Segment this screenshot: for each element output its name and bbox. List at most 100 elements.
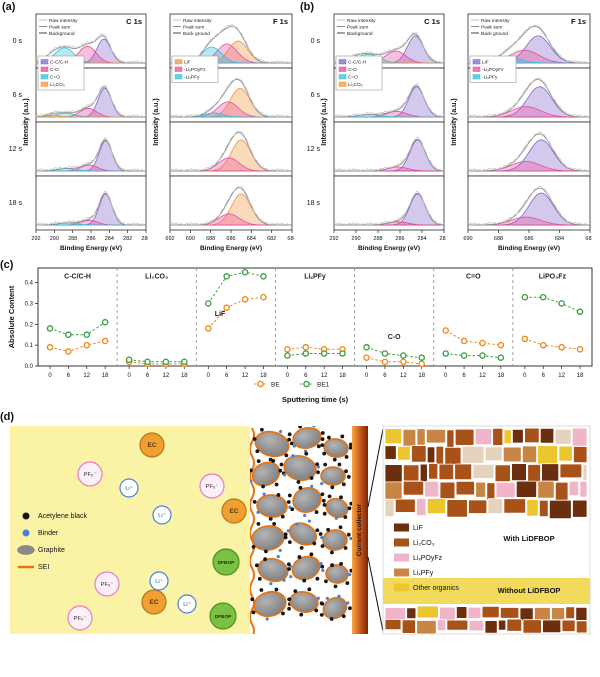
sputter-time-label: 0 s — [13, 38, 23, 45]
legend-label: Graphite — [38, 547, 65, 554]
acetylene-dot — [345, 581, 350, 585]
binder-dot — [289, 575, 293, 579]
region-label: LiₓPFy — [304, 273, 326, 280]
raw-intensity-curve — [333, 83, 445, 118]
x-axis-label: Binding Energy (eV) — [200, 245, 262, 252]
binder-dot — [316, 596, 320, 600]
mosaic-with-tile — [394, 498, 416, 513]
data-point-BE — [241, 295, 249, 303]
sputter-time-label: 18 s — [9, 200, 23, 207]
x-tick-label: 284 — [105, 236, 114, 242]
dfbop-species-circle — [212, 548, 240, 576]
mosaic-without-tile — [436, 619, 447, 632]
mosaic-with-tile — [454, 463, 473, 481]
peak-sum-curve — [468, 133, 590, 172]
sputter-time-label: 6 s — [13, 92, 23, 99]
mosaic-without-tile — [519, 607, 534, 622]
graphite-particle — [292, 486, 322, 514]
acetylene-dot — [339, 561, 343, 566]
mosaic-with-tile — [419, 463, 428, 483]
series-line-BE — [49, 340, 106, 352]
acetylene-dot — [327, 435, 331, 440]
graphite-particle — [292, 426, 322, 450]
binder-dot — [334, 516, 338, 520]
acetylene-dot — [343, 546, 348, 550]
x-tick-label: 286 — [395, 236, 404, 242]
peak-sum-curve — [35, 86, 146, 118]
component-swatch — [40, 81, 49, 87]
sei-legend-swatch-lipofz — [394, 553, 409, 562]
data-point-BE1 — [125, 356, 133, 364]
component-swatch — [472, 74, 481, 80]
data-point-BE — [400, 358, 407, 366]
x-tick-label: 688 — [494, 236, 503, 242]
graphite-particle — [291, 555, 321, 581]
pf6-species-circle — [67, 605, 93, 631]
acetylene-dot — [296, 480, 301, 484]
binder-dot — [279, 429, 283, 434]
data-point-BE1 — [204, 300, 212, 307]
acetylene-dot — [279, 462, 284, 467]
acetylene-dot — [304, 451, 309, 456]
acetylene-dot — [322, 511, 327, 516]
mosaic-with-tile — [397, 446, 411, 461]
acetylene-dot — [324, 579, 328, 584]
acetylene-dot — [263, 557, 268, 562]
acetylene-dot — [341, 482, 346, 487]
y-tick-label: 0.1 — [25, 343, 34, 349]
component-swatch — [338, 59, 347, 65]
component-label: C=O — [348, 75, 358, 81]
binder-dot — [282, 578, 286, 582]
x-tick-label: 288 — [68, 236, 77, 242]
pf6-species-circle — [199, 473, 225, 499]
sei-legend-swatch-lif — [394, 523, 409, 532]
subplot-frame — [333, 13, 445, 69]
binder-dot — [348, 572, 352, 577]
y-axis-label: Intensity (a.u.) — [321, 98, 328, 145]
mosaic-with-tile — [384, 464, 403, 483]
component-swatch — [338, 74, 347, 80]
data-point-BE — [479, 339, 486, 347]
x-tick-label: 18 — [181, 373, 188, 379]
acetylene-dot — [276, 493, 281, 497]
acetylene-dot — [252, 437, 257, 441]
region-label: Li₂CO₃ — [145, 273, 168, 280]
mosaic-with-tile — [402, 464, 420, 482]
series-line-BE1 — [207, 271, 264, 304]
series-line-BE1 — [524, 296, 581, 313]
mosaic-without-tile — [416, 620, 437, 635]
y-axis-label: Intensity (a.u.) — [451, 98, 458, 145]
acetylene-dot — [320, 431, 325, 435]
x-tick-label: 12 — [321, 373, 328, 379]
mosaic-without-tile — [406, 607, 417, 619]
mosaic-with-tile — [568, 481, 580, 497]
raw-intensity-curve — [169, 130, 293, 172]
mosaic-with-tile — [539, 427, 555, 444]
x-tick-label: 286 — [86, 236, 95, 242]
mosaic-with-tile — [428, 463, 439, 480]
x-tick-label: 6 — [225, 373, 229, 379]
data-point-BE — [442, 327, 450, 334]
component-label: C=O — [50, 75, 60, 81]
mosaic-with-tile — [426, 498, 447, 515]
mosaic-without-tile — [551, 607, 566, 621]
graphite-particle — [288, 522, 318, 546]
subplot-frame — [169, 175, 293, 231]
acetylene-dot — [264, 549, 268, 554]
data-point-BE1 — [241, 268, 249, 276]
raw-intensity-curve — [35, 33, 147, 64]
raw-intensity-curve — [169, 186, 293, 226]
data-point-BE — [65, 348, 72, 355]
data-point-BE1 — [284, 352, 291, 359]
acetylene-black-icon — [22, 512, 30, 520]
mosaic-with-tile — [503, 498, 526, 514]
sputter-time-label: 18 s — [307, 200, 321, 207]
component-swatch — [174, 59, 183, 65]
data-point-BE1 — [223, 273, 230, 280]
data-point-BE — [418, 360, 426, 368]
raw-intensity-curve — [169, 77, 293, 118]
data-point-BE1 — [497, 354, 505, 361]
component-label: Li₂CO₃ — [348, 82, 363, 88]
